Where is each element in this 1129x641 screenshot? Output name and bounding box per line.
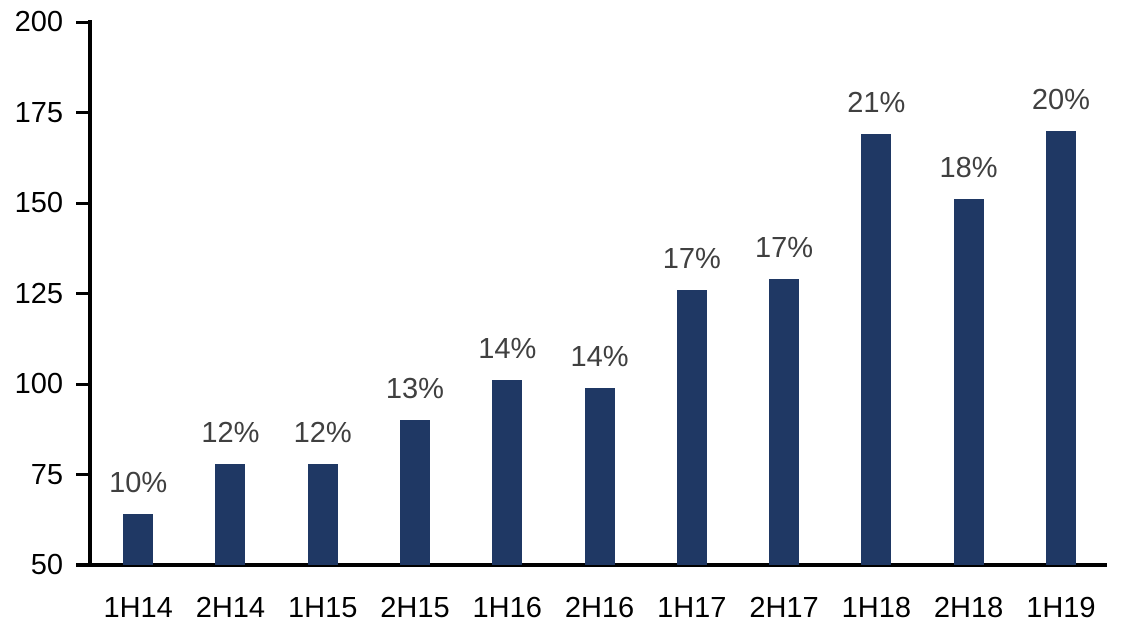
y-tick-label: 75 [30,458,63,491]
bar-value-label: 10% [109,467,168,500]
x-tick-label: 2H18 [933,592,1004,624]
bar-value-label: 18% [939,152,998,185]
bar [584,387,615,565]
y-tick-mark [76,473,90,476]
bar-value-label: 13% [385,373,444,406]
x-tick-label: 1H18 [841,592,911,624]
bar [1045,130,1076,565]
bar [953,199,984,565]
x-tick-label: 1H19 [1026,592,1096,624]
y-tick-label: 50 [30,549,63,581]
bar [676,289,707,565]
x-tick-label: 2H16 [564,592,635,624]
bar [492,380,523,565]
bar-value-label: 21% [847,87,906,120]
y-tick-label: 150 [14,187,63,219]
bar-value-label: 17% [755,232,814,265]
y-axis-line [88,20,92,567]
y-tick-mark [76,382,90,386]
bar-value-label: 14% [570,340,629,373]
y-tick-label: 200 [14,6,63,38]
x-tick-label: 1H14 [103,592,173,624]
y-tick-mark [76,292,90,295]
bar [399,420,430,565]
bar-value-label: 12% [201,416,260,449]
y-tick-label: 125 [14,277,63,310]
x-tick-label: 2H17 [749,592,819,624]
x-tick-label: 1H17 [657,592,727,624]
x-tick-label: 2H15 [380,592,450,624]
y-tick-label: 100 [14,368,63,400]
y-tick-mark [76,201,90,205]
bar [307,463,338,565]
y-tick-mark [76,111,90,114]
x-tick-label: 1H15 [288,592,358,624]
y-tick-label: 175 [14,96,63,129]
bar [123,514,154,565]
x-axis-line [76,563,1107,567]
x-tick-label: 1H16 [472,592,542,624]
bar [769,279,800,565]
y-tick-mark [76,20,90,24]
bar [861,134,892,565]
bar-value-label: 12% [293,416,352,449]
bar [215,463,246,565]
bar-value-label: 17% [662,242,721,275]
bar-value-label: 14% [478,333,537,366]
bar-value-label: 20% [1031,83,1090,116]
x-tick-label: 2H14 [195,592,266,624]
